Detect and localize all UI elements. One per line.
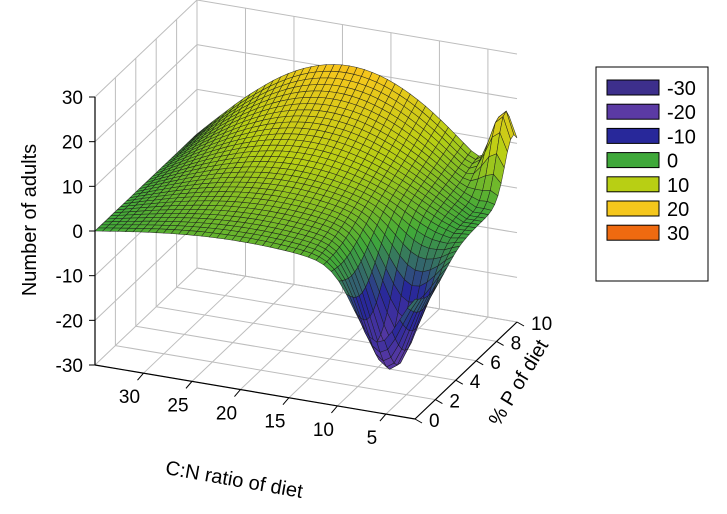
y-tick-label: 6: [490, 353, 501, 374]
back-wall-gridline: [196, 0, 518, 55]
legend-frame: [595, 66, 709, 282]
legend-label: 10: [667, 175, 689, 197]
y-tick-label: 2: [449, 392, 460, 413]
floor-gridline: [156, 306, 477, 362]
floor-gridline: [135, 325, 456, 381]
left-wall-gridline: [94, 222, 198, 321]
left-wall-gridline: [94, 0, 198, 98]
x-tick-mark: [234, 389, 241, 397]
x-axis-line: [94, 364, 416, 420]
legend-swatch: [606, 127, 660, 144]
floor-gridline: [176, 286, 497, 342]
y-tick-mark: [414, 418, 423, 424]
z-tick-label: 30: [62, 88, 83, 109]
legend-swatch: [606, 200, 660, 217]
z-tick-label: 10: [62, 177, 83, 198]
y-tick-label: 8: [511, 333, 522, 354]
z-tick-label: 0: [72, 222, 83, 243]
z-tick-label: -30: [56, 356, 83, 377]
legend-label: -30: [667, 78, 696, 100]
legend-swatch: [606, 224, 660, 241]
y-tick-mark: [475, 360, 484, 366]
y-tick-mark: [455, 379, 464, 385]
y-tick-mark: [516, 321, 525, 327]
y-tick-label: 4: [470, 372, 481, 393]
axes: [89, 96, 525, 424]
x-tick-mark: [185, 381, 193, 389]
x-tick-label: 10: [313, 420, 334, 441]
z-tick-label: 20: [62, 133, 83, 154]
legend-label: 20: [667, 199, 689, 221]
y-tick-mark: [435, 399, 443, 405]
y-tick-mark: [496, 340, 504, 346]
floor-gridline: [240, 292, 343, 390]
surface-mesh: [94, 64, 518, 370]
z-tick-label: -20: [56, 311, 83, 332]
y-tick-label: 0: [429, 411, 440, 432]
z-axis-title: Number of adults: [19, 144, 41, 296]
x-tick-mark: [379, 413, 387, 422]
surface-cell: [406, 298, 419, 311]
y-axis-line: [414, 321, 518, 420]
x-tick-label: 25: [167, 395, 188, 416]
x-tick-label: 5: [367, 428, 378, 449]
floor-gridline: [191, 284, 295, 382]
y-tick-label: 10: [531, 314, 552, 335]
legend-swatch: [606, 176, 660, 193]
z-tick-label: -10: [56, 267, 83, 288]
x-tick-mark: [282, 397, 290, 406]
floor-gridline: [115, 345, 436, 401]
legend-swatch: [606, 103, 660, 120]
floor-gridline: [143, 275, 246, 374]
x-axis-title: C:N ratio of diet: [164, 457, 305, 503]
legend-label: -20: [667, 102, 696, 124]
legend-label: 0: [667, 151, 678, 173]
x-tick-mark: [331, 405, 338, 414]
x-tick-mark: [137, 372, 144, 381]
legend-swatch: [606, 79, 660, 96]
legend-swatch: [606, 152, 660, 169]
x-tick-label: 15: [264, 412, 285, 433]
legend-label: -10: [667, 126, 696, 148]
x-tick-label: 20: [216, 404, 237, 425]
left-wall-gridline: [94, 267, 198, 366]
left-wall-gridline: [94, 44, 198, 143]
legend-label: 30: [667, 223, 689, 245]
x-tick-label: 30: [119, 387, 140, 408]
floor-gridline: [385, 316, 489, 415]
left-wall-gridline: [94, 88, 198, 187]
